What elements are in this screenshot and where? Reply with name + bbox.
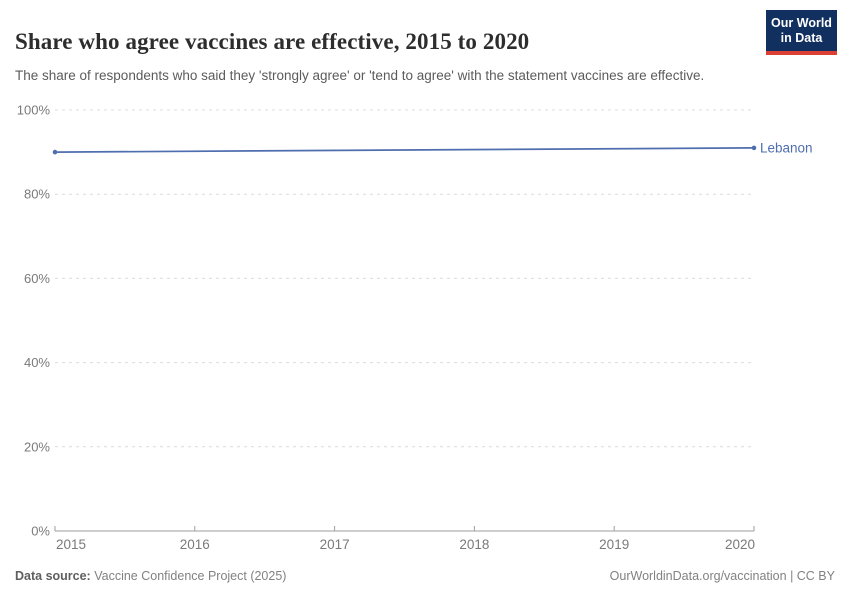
x-axis-tick-label: 2016 [180, 537, 210, 552]
x-axis-tick-label: 2015 [56, 537, 86, 552]
attribution-link[interactable]: OurWorldinData.org/vaccination | CC BY [609, 569, 835, 583]
y-axis-tick-label: 0% [31, 524, 50, 539]
x-axis-tick-label: 2020 [725, 537, 755, 552]
y-axis-tick-label: 100% [17, 103, 51, 118]
chart-subtitle: The share of respondents who said they '… [15, 67, 705, 83]
x-axis-tick-label: 2019 [599, 537, 629, 552]
series-line[interactable] [54, 147, 755, 153]
data-source-label: Data source: [15, 569, 91, 583]
y-axis-tick-label: 80% [24, 187, 50, 202]
chart-footer: Data source: Vaccine Confidence Project … [15, 569, 835, 583]
series-end-point[interactable] [751, 145, 757, 151]
data-source-value[interactable]: Vaccine Confidence Project (2025) [94, 569, 287, 583]
y-axis-tick-label: 40% [24, 355, 50, 370]
owid-logo-text-line1: Our World [771, 15, 832, 30]
y-axis-tick-label: 20% [24, 439, 50, 454]
owid-logo-text-line2: in Data [780, 30, 823, 45]
y-axis-tick-label: 60% [24, 271, 50, 286]
x-axis-tick-label: 2018 [459, 537, 489, 552]
owid-logo-accent-bar [766, 51, 837, 55]
series-start-point[interactable] [52, 149, 58, 155]
x-axis-tick-label: 2017 [320, 537, 350, 552]
data-source: Data source: Vaccine Confidence Project … [15, 569, 286, 583]
series-end-label[interactable]: Lebanon [760, 140, 813, 155]
page-title: Share who agree vaccines are effective, … [15, 29, 530, 55]
owid-logo[interactable]: Our World in Data [766, 10, 837, 55]
